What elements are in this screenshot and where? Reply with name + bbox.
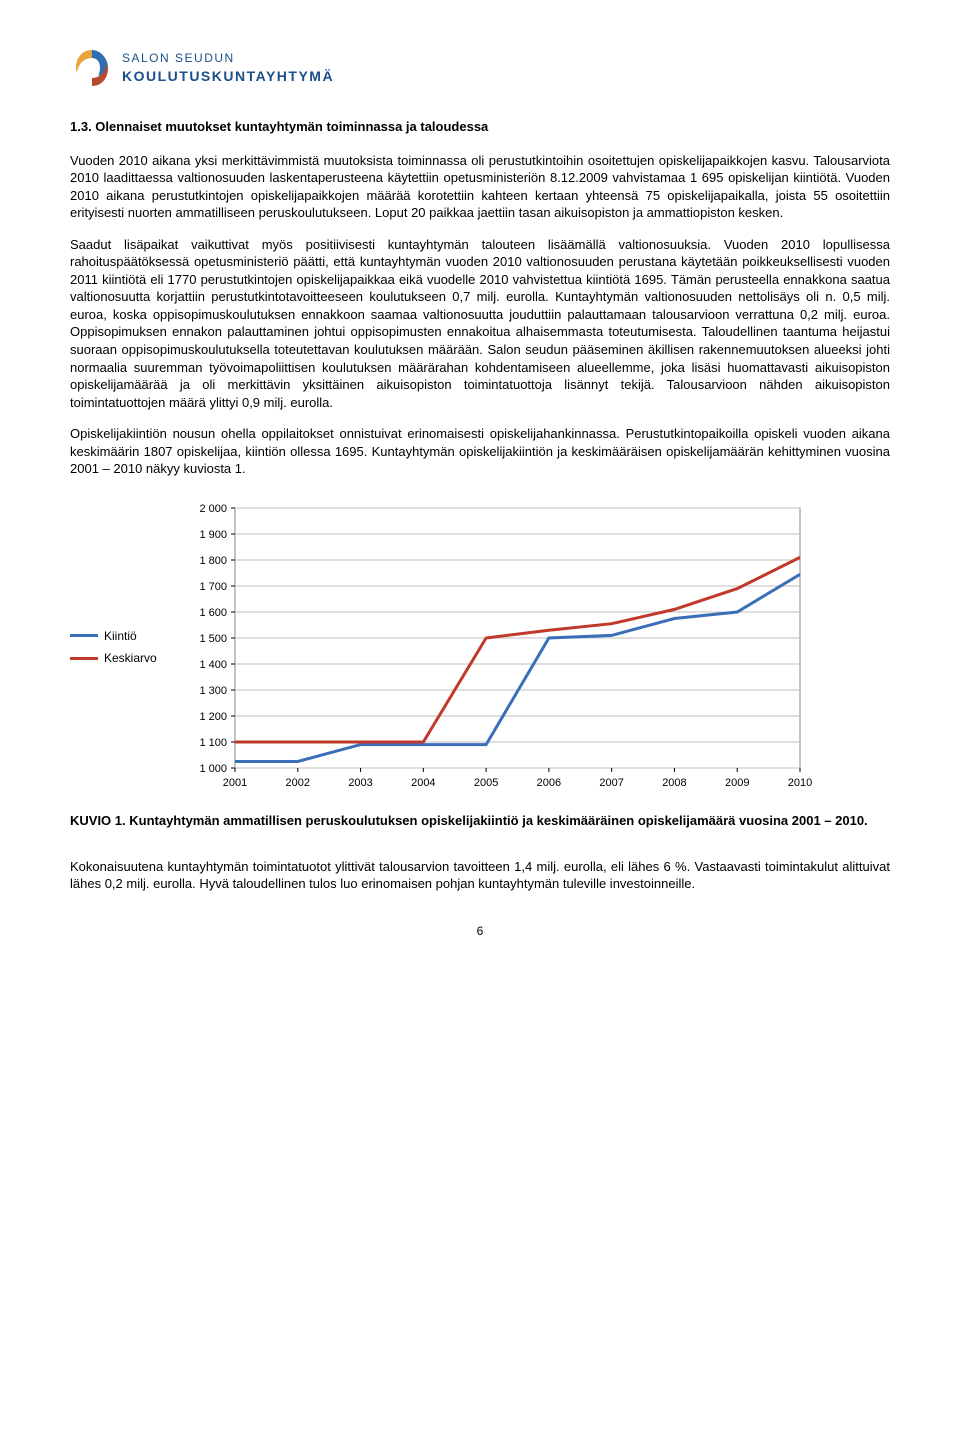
paragraph-4: Kokonaisuutena kuntayhtymän toimintatuot…	[70, 858, 890, 893]
chart-container: Kiintiö Keskiarvo 1 0001 1001 2001 3001 …	[70, 498, 890, 803]
svg-text:1 100: 1 100	[199, 737, 227, 749]
chart-caption-bold: KUVIO 1. Kuntayhtymän ammatillisen perus…	[70, 813, 868, 828]
svg-text:1 700: 1 700	[199, 581, 227, 593]
legend-item-keskiarvo: Keskiarvo	[70, 650, 180, 666]
svg-text:2010: 2010	[788, 777, 812, 789]
legend-label-keskiarvo: Keskiarvo	[104, 650, 157, 666]
svg-text:2004: 2004	[411, 777, 435, 789]
logo-text: SALON SEUDUN KOULUTUSKUNTAYHTYMÄ	[122, 50, 334, 85]
svg-text:2003: 2003	[348, 777, 372, 789]
paragraph-2: Saadut lisäpaikat vaikuttivat myös posit…	[70, 236, 890, 411]
svg-text:1 800: 1 800	[199, 555, 227, 567]
svg-text:1 300: 1 300	[199, 685, 227, 697]
svg-text:2006: 2006	[537, 777, 561, 789]
legend-swatch-kiintio	[70, 634, 98, 637]
legend-swatch-keskiarvo	[70, 657, 98, 660]
svg-text:2001: 2001	[223, 777, 247, 789]
svg-text:2007: 2007	[599, 777, 623, 789]
chart-caption: KUVIO 1. Kuntayhtymän ammatillisen perus…	[70, 812, 890, 830]
svg-text:1 900: 1 900	[199, 529, 227, 541]
org-logo: SALON SEUDUN KOULUTUSKUNTAYHTYMÄ	[70, 46, 890, 90]
paragraph-1: Vuoden 2010 aikana yksi merkittävimmistä…	[70, 152, 890, 222]
legend-item-kiintio: Kiintiö	[70, 628, 180, 644]
svg-text:1 600: 1 600	[199, 607, 227, 619]
line-chart: 1 000 1 100 1 200 1 300 1 400 1 500 1 600 1 700…	[180, 498, 820, 798]
paragraph-3: Opiskelijakiintiön nousun ohella oppilai…	[70, 425, 890, 478]
legend-label-kiintio: Kiintiö	[104, 628, 137, 644]
logo-line1: SALON SEUDUN	[122, 50, 334, 66]
svg-text:2008: 2008	[662, 777, 686, 789]
svg-text:2009: 2009	[725, 777, 749, 789]
logo-swirl-icon	[70, 46, 114, 90]
chart-box: 1 000 1 100 1 200 1 300 1 400 1 500 1 600 1 700…	[180, 498, 890, 803]
svg-text:2002: 2002	[286, 777, 310, 789]
svg-text:1 400: 1 400	[199, 659, 227, 671]
svg-text:2005: 2005	[474, 777, 498, 789]
svg-text:1 500: 1 500	[199, 633, 227, 645]
page-number: 6	[70, 923, 890, 939]
svg-text:1 000: 1 000	[199, 763, 227, 775]
section-heading: 1.3. Olennaiset muutokset kuntayhtymän t…	[70, 118, 890, 136]
logo-line2: KOULUTUSKUNTAYHTYMÄ	[122, 67, 334, 86]
svg-text:2 000: 2 000	[199, 503, 227, 515]
svg-text:1 200: 1 200	[199, 711, 227, 723]
chart-legend: Kiintiö Keskiarvo	[70, 498, 180, 672]
